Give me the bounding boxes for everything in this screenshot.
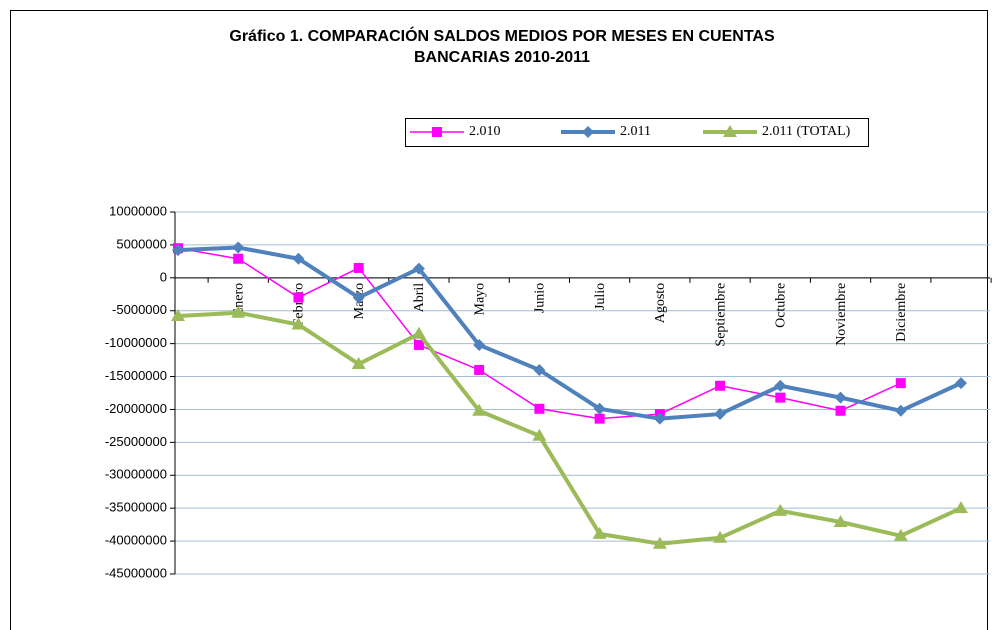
series-line — [177, 310, 962, 546]
point — [954, 501, 968, 514]
x-tick-label: Noviembre — [834, 283, 849, 346]
point — [895, 378, 906, 389]
point — [352, 291, 365, 304]
x-tick-label: Septiembre — [713, 283, 728, 347]
series-line — [177, 247, 902, 420]
point — [292, 252, 305, 265]
y-tick-label: -15000000 — [105, 368, 167, 383]
y-tick-label: -45000000 — [105, 565, 167, 580]
point — [955, 377, 967, 390]
legend-label: 2.011 — [620, 124, 651, 139]
x-tick-label: Diciembre — [894, 283, 909, 342]
y-tick-label: -35000000 — [105, 500, 167, 515]
point — [594, 413, 605, 424]
point — [171, 308, 185, 321]
point — [714, 408, 727, 421]
point — [293, 292, 304, 303]
point — [231, 305, 246, 318]
legend-label: 2.010 — [469, 124, 501, 139]
y-tick-label: -20000000 — [105, 401, 167, 416]
point — [353, 262, 364, 273]
point — [592, 526, 607, 539]
legend-marker — [432, 127, 442, 137]
y-tick-label: -10000000 — [105, 335, 167, 350]
point — [233, 253, 244, 264]
x-tick-label: Mayo — [472, 283, 487, 316]
x-tick-label: Junio — [533, 283, 548, 313]
x-tick-label: Enero — [231, 283, 246, 316]
x-tick-label: Octubre — [774, 283, 789, 328]
point — [412, 262, 425, 275]
point — [774, 379, 787, 392]
legend-marker — [723, 125, 737, 137]
point — [834, 391, 847, 404]
legend-marker — [582, 126, 594, 138]
point — [533, 363, 546, 376]
point — [172, 244, 184, 257]
point — [413, 339, 424, 350]
y-tick-label: 0 — [160, 269, 167, 284]
x-tick-label: Julio — [593, 283, 608, 310]
legend-box — [405, 118, 869, 147]
y-tick-label: 5000000 — [116, 236, 167, 251]
point — [775, 392, 786, 403]
y-tick-label: 10000000 — [109, 203, 167, 218]
point — [715, 380, 726, 391]
point — [713, 530, 728, 543]
point — [351, 357, 366, 370]
point — [653, 412, 666, 425]
point — [652, 536, 667, 549]
chart-subtitle: BANCARIAS 2010-2011 — [414, 49, 590, 66]
x-tick-label: Abril — [412, 283, 427, 313]
point — [411, 326, 426, 339]
point — [773, 503, 788, 516]
chart-border — [10, 10, 988, 630]
point — [835, 405, 846, 416]
chart-title: Gráfico 1. COMPARACIÓN SALDOS MEDIOS POR… — [229, 26, 775, 45]
point — [472, 403, 487, 416]
point — [833, 515, 848, 528]
point — [532, 428, 547, 441]
point — [291, 317, 306, 330]
y-tick-label: -5000000 — [112, 302, 167, 317]
y-tick-label: -40000000 — [105, 533, 167, 548]
y-tick-label: -25000000 — [105, 434, 167, 449]
point — [893, 528, 908, 541]
series-line — [177, 245, 962, 421]
point — [894, 404, 907, 417]
point — [474, 364, 485, 375]
point — [593, 402, 606, 415]
point — [473, 338, 486, 351]
point — [534, 403, 545, 414]
legend-label: 2.011 (TOTAL) — [762, 124, 851, 139]
x-tick-label: Agosto — [653, 283, 668, 323]
y-tick-label: -30000000 — [105, 467, 167, 482]
point — [232, 241, 245, 254]
